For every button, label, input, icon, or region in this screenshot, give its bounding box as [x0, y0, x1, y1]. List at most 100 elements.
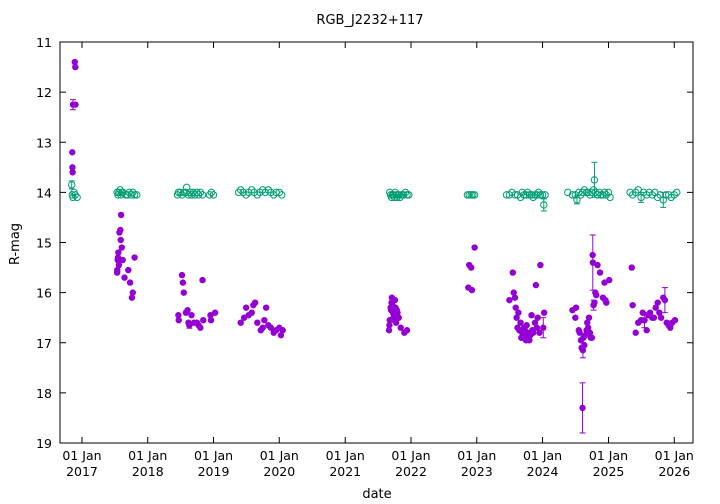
data-point	[582, 332, 589, 339]
data-point	[405, 191, 413, 199]
data-point	[540, 201, 548, 209]
data-point	[71, 58, 78, 66]
data-point	[237, 319, 244, 326]
y-tick-label: 13	[36, 135, 52, 150]
data-point	[526, 337, 533, 344]
data-point	[667, 324, 674, 331]
data-point	[670, 191, 678, 199]
data-point	[117, 236, 124, 244]
data-point	[261, 316, 268, 324]
data-point	[540, 324, 547, 331]
x-tick-label-year: 2019	[198, 464, 230, 479]
data-point	[131, 254, 138, 261]
x-tick-label-year: 2025	[593, 464, 625, 479]
data-point	[209, 191, 218, 199]
data-point	[588, 334, 596, 341]
x-tick-label-date: 01 Jan	[62, 448, 101, 463]
data-point	[523, 322, 530, 329]
data-point	[279, 327, 286, 334]
data-point	[664, 191, 673, 199]
data-point	[392, 319, 400, 326]
data-point	[199, 276, 206, 284]
data-point	[573, 196, 581, 204]
y-tick-label: 18	[36, 386, 52, 401]
data-point	[580, 186, 589, 194]
data-point	[179, 279, 187, 286]
data-point	[385, 327, 393, 334]
data-point	[129, 289, 136, 296]
x-tick-label-date: 01 Jan	[194, 448, 233, 463]
data-point	[128, 294, 136, 301]
data-point	[207, 311, 214, 319]
data-point	[115, 249, 122, 256]
data-point	[117, 211, 125, 219]
series-1	[68, 161, 681, 212]
data-point	[594, 261, 601, 269]
data-point	[211, 309, 219, 316]
x-tick-label-date: 01 Jan	[523, 448, 562, 463]
data-point	[397, 324, 404, 331]
data-point	[568, 191, 577, 199]
y-tick-label: 17	[36, 336, 52, 351]
data-point	[115, 261, 123, 269]
x-tick-label-date: 01 Jan	[589, 448, 628, 463]
x-tick-label-year: 2026	[658, 464, 690, 479]
data-point	[180, 289, 187, 296]
data-point	[641, 316, 648, 324]
data-point	[654, 299, 661, 306]
data-point	[196, 188, 205, 197]
data-point	[579, 404, 586, 412]
data-point	[248, 309, 255, 316]
data-point	[652, 304, 659, 311]
y-tick-label: 16	[36, 286, 52, 301]
data-point	[534, 314, 541, 321]
data-point	[661, 296, 669, 304]
y-axis-label: R-mag	[8, 223, 23, 265]
data-point	[254, 319, 261, 326]
data-point	[572, 314, 579, 321]
data-point	[572, 304, 580, 311]
data-point	[267, 324, 275, 331]
data-point	[532, 281, 540, 289]
data-point	[628, 264, 635, 271]
data-point	[73, 193, 81, 202]
data-point	[275, 188, 283, 197]
x-axis-label: date	[362, 487, 391, 502]
data-point	[525, 191, 534, 199]
data-point	[632, 329, 639, 336]
x-tick-label-year: 2017	[66, 464, 98, 479]
data-point	[642, 191, 651, 199]
data-point	[178, 271, 186, 279]
data-point	[278, 191, 286, 199]
x-tick-label-date: 01 Jan	[326, 448, 365, 463]
data-point	[528, 311, 535, 319]
data-point	[643, 327, 650, 334]
data-point	[237, 186, 245, 194]
data-point	[117, 226, 124, 234]
data-point	[72, 63, 79, 71]
data-point	[586, 329, 594, 336]
data-point	[585, 314, 593, 321]
data-point	[69, 169, 76, 176]
data-point	[118, 244, 126, 251]
data-point	[510, 289, 517, 296]
data-point	[529, 329, 537, 336]
data-point	[602, 191, 611, 199]
x-tick-label-year: 2020	[263, 464, 295, 479]
x-tick-label-date: 01 Jan	[128, 448, 167, 463]
data-point	[512, 304, 519, 311]
y-tick-label: 11	[36, 35, 52, 50]
data-point	[536, 191, 545, 199]
data-point	[471, 244, 478, 251]
data-point	[277, 332, 285, 339]
data-point	[207, 188, 216, 197]
data-point	[673, 188, 681, 197]
data-point	[264, 186, 272, 194]
data-point	[207, 316, 215, 324]
data-point	[537, 261, 544, 269]
x-tick-label-year: 2022	[395, 464, 427, 479]
data-point	[584, 324, 592, 331]
x-tick-label-year: 2018	[132, 464, 164, 479]
